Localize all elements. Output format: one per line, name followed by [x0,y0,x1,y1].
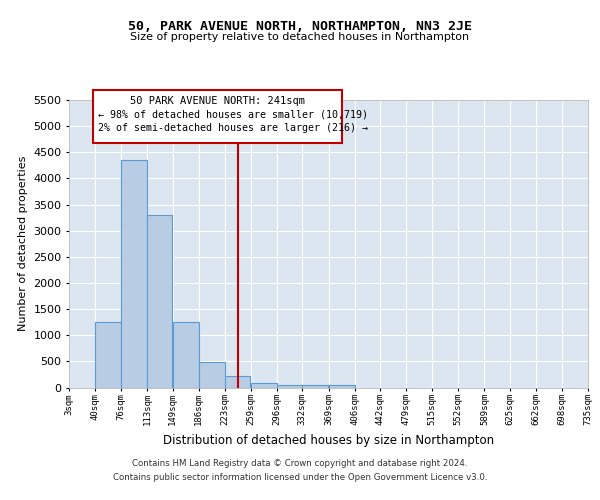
Bar [199,362,225,388]
Text: Size of property relative to detached houses in Northampton: Size of property relative to detached ho… [130,32,470,42]
Text: ← 98% of detached houses are smaller (10,719): ← 98% of detached houses are smaller (10… [98,109,368,119]
Bar [173,322,199,388]
Text: 50, PARK AVENUE NORTH, NORTHAMPTON, NN3 2JE: 50, PARK AVENUE NORTH, NORTHAMPTON, NN3 … [128,20,472,33]
Bar [329,385,355,388]
Bar [277,384,302,388]
Bar [225,376,250,388]
Text: Contains HM Land Registry data © Crown copyright and database right 2024.: Contains HM Land Registry data © Crown c… [132,460,468,468]
Bar [147,215,172,388]
Bar [302,385,328,388]
X-axis label: Distribution of detached houses by size in Northampton: Distribution of detached houses by size … [163,434,494,446]
Text: 2% of semi-detached houses are larger (216) →: 2% of semi-detached houses are larger (2… [98,122,368,132]
Text: 50 PARK AVENUE NORTH: 241sqm: 50 PARK AVENUE NORTH: 241sqm [130,96,305,106]
Bar [95,322,121,388]
Y-axis label: Number of detached properties: Number of detached properties [17,156,28,332]
Bar [251,383,277,388]
Bar [121,160,147,388]
Text: Contains public sector information licensed under the Open Government Licence v3: Contains public sector information licen… [113,474,487,482]
